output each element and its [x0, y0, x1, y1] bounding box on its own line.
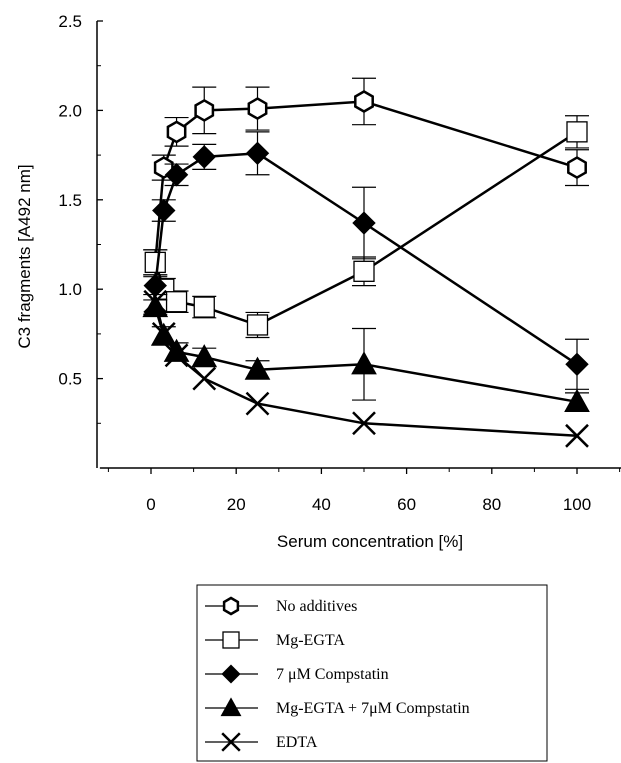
x-tick-label: 80 [482, 495, 501, 514]
data-point [194, 98, 215, 122]
data-point [166, 120, 187, 144]
data-point [191, 344, 218, 368]
data-point [193, 296, 215, 318]
x-tick-label: 100 [563, 495, 591, 514]
legend-entry: Mg-EGTA + 7μM Compstatin [205, 697, 470, 717]
data-point [247, 97, 268, 121]
legend-marker [222, 596, 240, 616]
data-point [164, 343, 189, 368]
series-0 [143, 77, 589, 276]
legend-entry: 7 μM Compstatin [205, 664, 389, 684]
x-tick-label: 60 [397, 495, 416, 514]
data-point [564, 388, 590, 412]
data-point [565, 352, 589, 377]
data-point [352, 411, 376, 436]
legend-label: EDTA [276, 734, 318, 751]
legend-marker [222, 631, 240, 649]
series-2 [143, 131, 589, 390]
x-tick-label: 0 [146, 495, 155, 514]
y-axis-title: C3 fragments [A492 nm] [15, 164, 34, 348]
x-tick-label: 20 [227, 495, 246, 514]
data-point [566, 121, 588, 143]
data-point [352, 211, 376, 235]
legend-label: Mg-EGTA + 7μM Compstatin [276, 700, 470, 717]
legend-label: No additives [276, 598, 357, 615]
legend-marker [221, 732, 241, 752]
data-point [165, 291, 188, 313]
data-point [152, 198, 176, 223]
legend: No additives Mg-EGTA 7 μM Compstatin Mg-EGT… [196, 584, 548, 762]
y-tick-label: 1.5 [58, 191, 82, 210]
data-point [244, 356, 271, 380]
y-tick-label: 2.0 [58, 101, 82, 120]
data-point [192, 366, 217, 391]
legend-marker [221, 664, 241, 684]
legend-entry: No additives [205, 596, 357, 616]
data-point [565, 423, 589, 448]
data-point [353, 260, 375, 282]
data-point [144, 251, 166, 274]
data-point [567, 156, 587, 180]
legend-box [196, 584, 548, 762]
y-tick-label: 0.5 [58, 370, 82, 389]
series-line [154, 100, 578, 263]
legend-entry: EDTA [205, 732, 318, 752]
data-point [192, 145, 216, 169]
axes: 0.5 1.0 1.5 2.0 2.5 0 20 40 60 80 100 [58, 12, 621, 514]
series-1 [143, 115, 589, 339]
plot-area [142, 77, 590, 448]
data-point [245, 391, 270, 416]
x-axis-title: Serum concentration [%] [277, 532, 463, 551]
legend-label: Mg-EGTA [276, 632, 345, 649]
data-point [351, 351, 377, 375]
data-point [151, 322, 176, 346]
data-point [354, 90, 374, 113]
series-3 [142, 294, 590, 412]
x-tick-label: 40 [312, 495, 331, 514]
legend-marker [220, 697, 242, 717]
data-point [143, 289, 168, 314]
legend-entry: Mg-EGTA [205, 631, 345, 649]
legend-label: 7 μM Compstatin [276, 666, 389, 683]
series-4 [143, 289, 589, 448]
data-point [164, 163, 189, 187]
data-point [245, 141, 270, 166]
y-tick-label: 2.5 [58, 12, 82, 31]
y-tick-label: 1.0 [58, 280, 82, 299]
data-point [246, 314, 269, 336]
